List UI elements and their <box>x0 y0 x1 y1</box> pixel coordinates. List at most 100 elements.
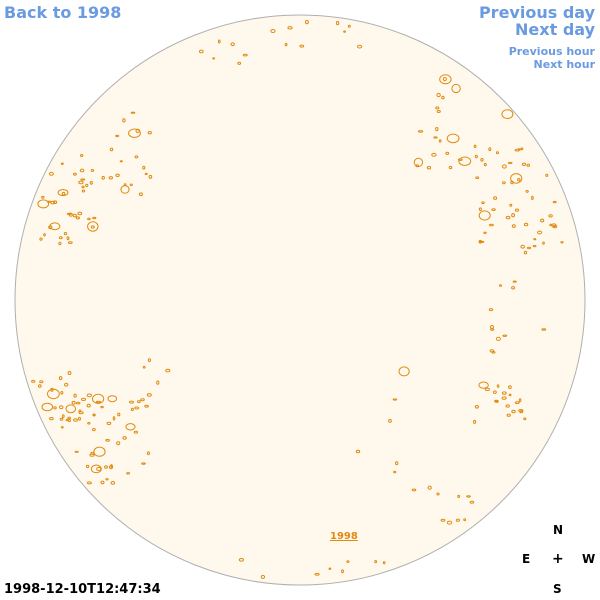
previous-day-link[interactable]: Previous day <box>478 3 595 22</box>
contour-mark <box>87 217 91 221</box>
contour-mark <box>445 151 450 155</box>
contour-mark <box>479 240 485 243</box>
contour-mark <box>537 230 543 235</box>
contour-mark <box>93 446 106 457</box>
contour-mark <box>518 398 522 403</box>
contour-mark <box>128 128 141 138</box>
next-day-link[interactable]: Next day <box>515 20 595 39</box>
contour-mark <box>514 208 520 212</box>
previous-hour-link[interactable]: Previous hour <box>508 45 595 58</box>
contour-mark <box>137 400 141 404</box>
contour-mark <box>66 212 72 216</box>
contour-mark <box>130 407 134 412</box>
contour-mark <box>441 95 445 100</box>
back-to-year-link[interactable]: Back to 1998 <box>4 3 122 22</box>
contour-mark <box>466 495 471 498</box>
contour-mark <box>517 178 521 182</box>
contour-mark <box>108 465 114 470</box>
contour-mark <box>545 173 549 177</box>
contour-mark <box>50 200 56 205</box>
contour-mark <box>335 21 340 26</box>
contour-mark <box>37 199 50 209</box>
contour-mark <box>435 106 440 110</box>
contour-mark <box>75 216 81 220</box>
contour-mark <box>90 225 95 229</box>
contour-mark <box>507 161 513 165</box>
contour-mark <box>115 134 120 138</box>
contour-mark <box>218 39 221 44</box>
contour-mark <box>493 390 497 394</box>
contour-mark <box>493 196 498 200</box>
contour-mark <box>533 238 537 241</box>
contour-mark <box>58 236 63 240</box>
contour-mark <box>125 423 136 431</box>
contour-mark <box>62 414 65 419</box>
contour-mark <box>129 400 134 404</box>
contour-mark <box>230 42 235 47</box>
contour-mark <box>65 404 77 414</box>
contour-mark <box>411 488 417 492</box>
contour-mark <box>109 147 114 152</box>
contour-mark <box>79 168 85 173</box>
contour-mark <box>473 144 477 149</box>
contour-mark <box>198 49 204 54</box>
contour-mark <box>165 368 171 373</box>
contour-mark <box>129 183 133 187</box>
contour-mark <box>67 371 72 375</box>
contour-mark <box>473 419 477 424</box>
next-hour-link[interactable]: Next hour <box>533 58 596 71</box>
observation-timestamp: 1998-12-10T12:47:34 <box>4 582 161 597</box>
contour-mark <box>357 44 363 49</box>
contour-mark <box>61 191 66 196</box>
compass-west: W <box>582 552 596 566</box>
contour-mark <box>560 241 564 244</box>
contour-mark <box>31 379 36 383</box>
contour-mark <box>100 405 104 409</box>
contour-mark <box>78 416 81 421</box>
contour-mark <box>474 154 478 159</box>
contour-mark <box>508 385 512 390</box>
contour-mark <box>57 189 69 197</box>
contour-mark <box>80 178 86 181</box>
contour-mark <box>436 92 441 98</box>
contour-mark <box>86 393 93 398</box>
contour-mark <box>58 405 64 410</box>
disk-year-link[interactable]: 1998 <box>330 531 358 542</box>
contour-mark <box>341 569 344 574</box>
contour-mark <box>140 398 145 402</box>
contour-mark <box>526 163 530 167</box>
contour-mark <box>451 83 461 94</box>
contour-mark <box>355 449 361 454</box>
contour-mark <box>457 494 461 498</box>
contour-mark <box>138 192 143 196</box>
contour-mark <box>105 478 109 481</box>
contour-mark <box>314 572 320 576</box>
contour-mark <box>481 201 485 204</box>
contour-mark <box>78 409 82 413</box>
contour-mark <box>78 180 84 185</box>
contour-mark <box>502 164 507 169</box>
contour-mark <box>398 366 410 377</box>
contour-mark <box>142 165 146 170</box>
contour-mark <box>85 183 89 188</box>
contour-mark <box>436 110 441 113</box>
contour-mark <box>346 560 350 563</box>
contour-mark <box>501 391 507 395</box>
contour-mark <box>521 162 527 167</box>
contour-mark <box>147 131 152 135</box>
contour-mark <box>483 231 487 235</box>
contour-mark <box>463 518 467 522</box>
contour-mark <box>60 426 64 429</box>
contour-mark <box>115 173 120 178</box>
contour-mark <box>100 480 105 485</box>
contour-mark <box>135 128 141 133</box>
contour-mark <box>510 180 514 185</box>
contour-mark <box>108 176 114 180</box>
contour-mark <box>299 44 305 48</box>
contour-mark <box>499 284 502 287</box>
contour-mark <box>328 567 332 570</box>
contour-mark <box>413 157 424 167</box>
contour-mark <box>73 172 77 176</box>
contour-mark <box>117 412 121 417</box>
contour-mark <box>48 171 54 176</box>
